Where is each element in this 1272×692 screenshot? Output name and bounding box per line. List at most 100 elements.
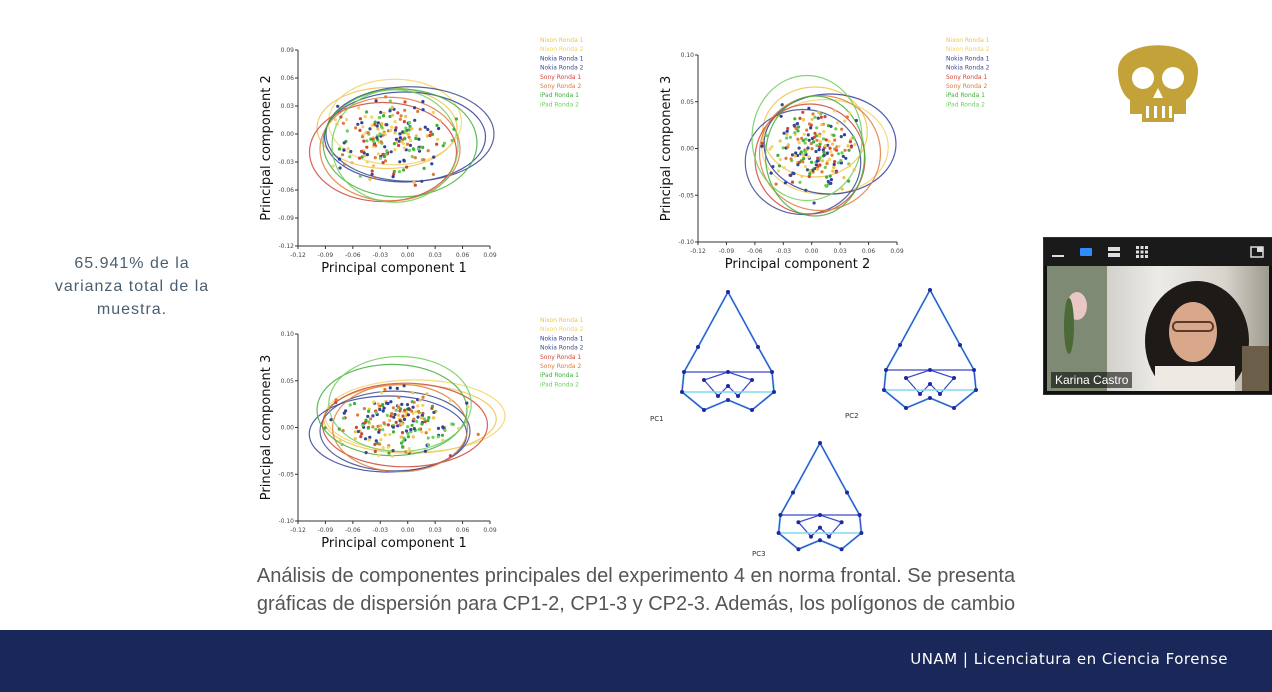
legend-entry: Nokia Ronda 2 (540, 345, 584, 352)
scatter-point (374, 427, 378, 431)
scatter-point (427, 416, 431, 420)
minimize-icon[interactable] (1050, 244, 1066, 260)
scatter-point (429, 130, 433, 134)
scatter-point (410, 127, 414, 131)
scatter-point (812, 201, 816, 205)
grid-view-icon[interactable] (1134, 244, 1150, 260)
scatter-point (818, 163, 822, 167)
scatter-point (370, 169, 374, 173)
scatter-point (831, 169, 835, 173)
confidence-ellipse (323, 91, 487, 183)
x-tick-label: -0.03 (776, 248, 792, 255)
scatter-point (417, 137, 421, 141)
scatter-point (402, 146, 406, 150)
scatter-point (840, 187, 844, 191)
scatter-point (808, 172, 812, 176)
confidence-ellipse (331, 89, 459, 203)
polygon-vertex (772, 390, 776, 394)
y-tick-label: 0.09 (281, 47, 295, 54)
scatter-point (812, 140, 816, 144)
y-tick-label: 0.05 (281, 378, 295, 385)
scatter-point (361, 125, 365, 129)
scatter-point (361, 423, 365, 427)
scatter-point (846, 144, 850, 148)
polygon-label: PC1 (650, 415, 664, 423)
scatter-point (776, 169, 781, 173)
participant-video: Karina Castro (1047, 266, 1269, 391)
scatter-point (335, 122, 339, 126)
scatter-point (821, 148, 825, 152)
scatter-point (792, 123, 796, 127)
scatter-point (397, 413, 401, 417)
scatter-point (844, 156, 848, 160)
scatter-point (373, 156, 377, 160)
polygon-vertex (839, 520, 844, 525)
scatter-point (348, 403, 352, 407)
scatter-point (384, 95, 388, 99)
scatter-point (425, 392, 429, 396)
scatter-point (781, 146, 785, 150)
scatter-point (378, 132, 382, 136)
scatter-point (442, 141, 447, 145)
scatter-point (382, 406, 386, 410)
x-tick-label: -0.09 (318, 527, 334, 534)
scatter-point (402, 384, 406, 388)
scatter-point (392, 172, 396, 176)
scatter-point (416, 109, 420, 113)
polygon-vertex (938, 392, 942, 396)
polygon-vertex (918, 392, 922, 396)
speaker-view-icon[interactable] (1078, 244, 1094, 260)
scatter-point (386, 423, 390, 427)
polygon-vertex (770, 370, 774, 374)
scatter-point (371, 414, 375, 418)
strip-view-icon[interactable] (1106, 244, 1122, 260)
scatter-point (380, 122, 384, 126)
polygon-vertex (952, 406, 956, 410)
scatter-point (818, 142, 822, 146)
scatter-point (337, 147, 342, 151)
x-tick-label: 0.06 (456, 527, 470, 534)
scatter-point (404, 450, 408, 454)
scatter-point (395, 140, 399, 144)
participant-video-tile[interactable]: Karina Castro (1043, 237, 1272, 395)
scatter-point (380, 403, 384, 408)
scatter-point (406, 435, 410, 439)
scatter-point (408, 124, 412, 128)
scatter-point (399, 114, 403, 118)
scatter-point (336, 104, 340, 108)
confidence-ellipse (321, 382, 489, 468)
scatter-point (382, 111, 386, 115)
scatter-point (376, 402, 380, 406)
caption-line-1: Análisis de componentes principales del … (256, 565, 1016, 587)
x-tick-label: -0.09 (318, 252, 334, 259)
polygon-vertex (904, 406, 908, 410)
scatter-point (426, 443, 430, 447)
scatter-point (437, 126, 441, 131)
polygon-vertex (827, 534, 831, 539)
scatter-point (374, 411, 378, 415)
scatter-point (839, 135, 843, 139)
scatter-point (820, 123, 824, 127)
pop-out-icon[interactable] (1249, 244, 1265, 260)
scatter-point (837, 144, 841, 149)
scatter-point (822, 130, 826, 134)
polygon-vertex (726, 398, 730, 402)
scatter-point (407, 148, 411, 153)
scatter-point (388, 418, 392, 423)
scatter-point (784, 156, 788, 160)
x-tick-label: 0.03 (428, 252, 442, 259)
scatter-point (422, 417, 427, 421)
scatter-point (366, 426, 370, 430)
scatter-point (388, 99, 392, 103)
scatter-point (401, 439, 405, 443)
confidence-ellipse (758, 94, 882, 212)
confidence-ellipse (322, 88, 478, 198)
x-tick-label: -0.06 (345, 527, 361, 534)
scatter-point (342, 148, 346, 152)
scatter-point (466, 405, 470, 409)
scatter-point (403, 408, 407, 412)
scatter-point (832, 165, 836, 169)
scatter-point (832, 162, 836, 167)
scatter-point (409, 138, 413, 143)
scatter-point (378, 407, 382, 412)
